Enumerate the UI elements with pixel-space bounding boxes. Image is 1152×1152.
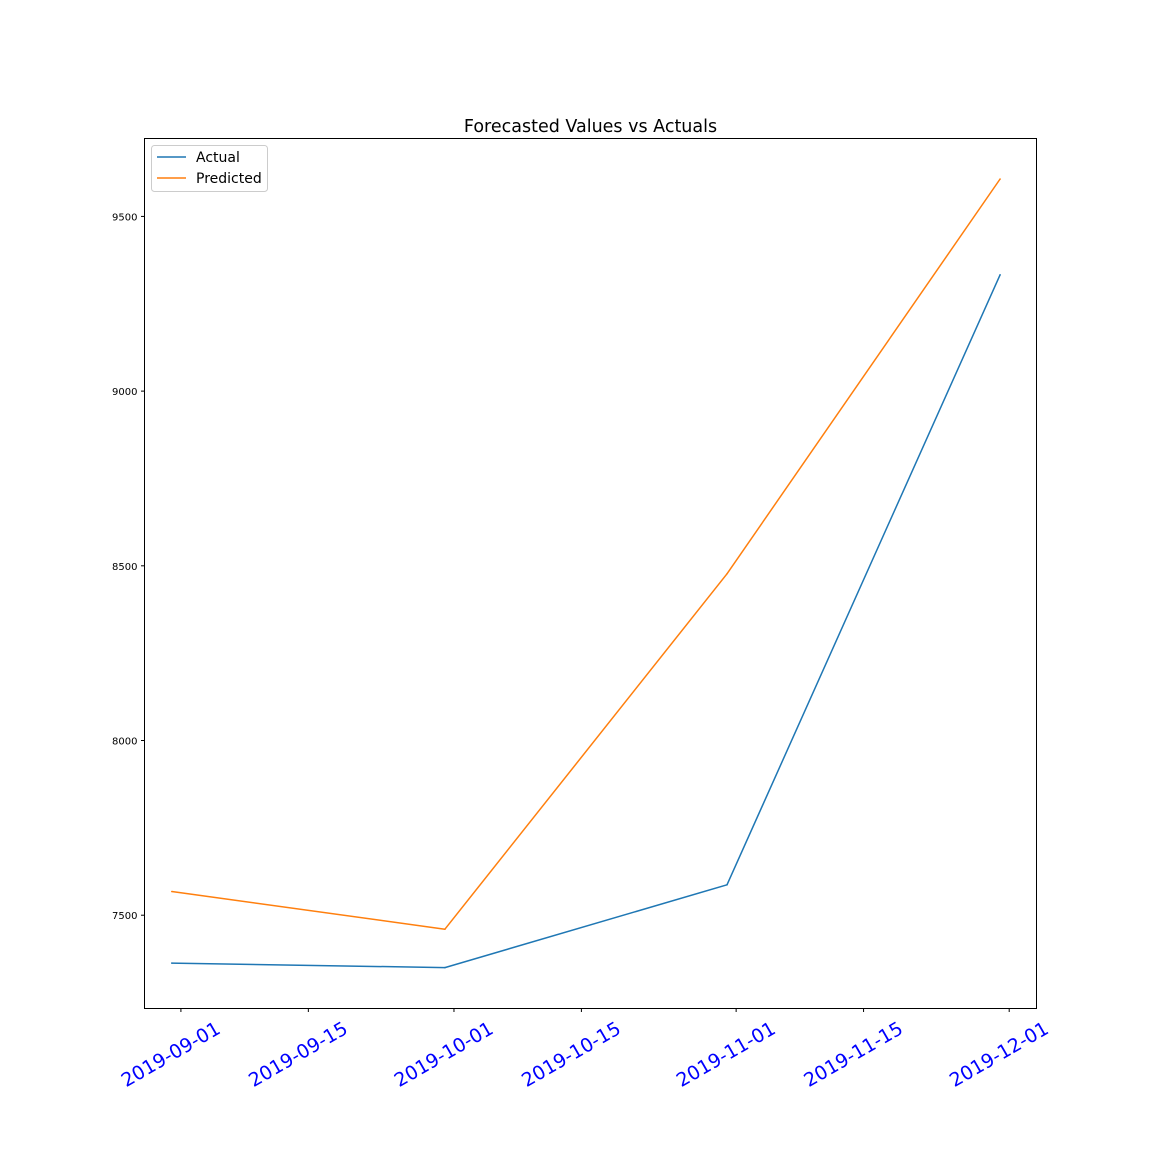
legend-label-actual: Actual bbox=[196, 150, 240, 166]
data-point bbox=[171, 962, 173, 964]
series-line-actual bbox=[171, 274, 1001, 969]
data-point bbox=[726, 884, 728, 886]
series-line-predicted bbox=[171, 178, 1001, 930]
data-point bbox=[999, 178, 1001, 180]
y-tick-label: 9000 bbox=[112, 387, 137, 398]
y-tick-label: 8500 bbox=[112, 562, 137, 573]
legend-label-predicted: Predicted bbox=[196, 171, 262, 187]
y-tick-label: 7500 bbox=[112, 911, 137, 922]
data-point bbox=[444, 928, 446, 930]
plot-area bbox=[171, 178, 1001, 969]
data-point bbox=[726, 573, 728, 575]
y-tick-label: 9500 bbox=[112, 212, 137, 223]
data-point bbox=[171, 890, 173, 893]
legend: Actual Predicted bbox=[151, 145, 268, 192]
chart-title: Forecasted Values vs Actuals bbox=[464, 117, 717, 137]
data-point bbox=[999, 274, 1001, 276]
data-point bbox=[444, 966, 446, 969]
y-tick-label: 8000 bbox=[112, 737, 137, 748]
axes-frame bbox=[144, 138, 1037, 1009]
